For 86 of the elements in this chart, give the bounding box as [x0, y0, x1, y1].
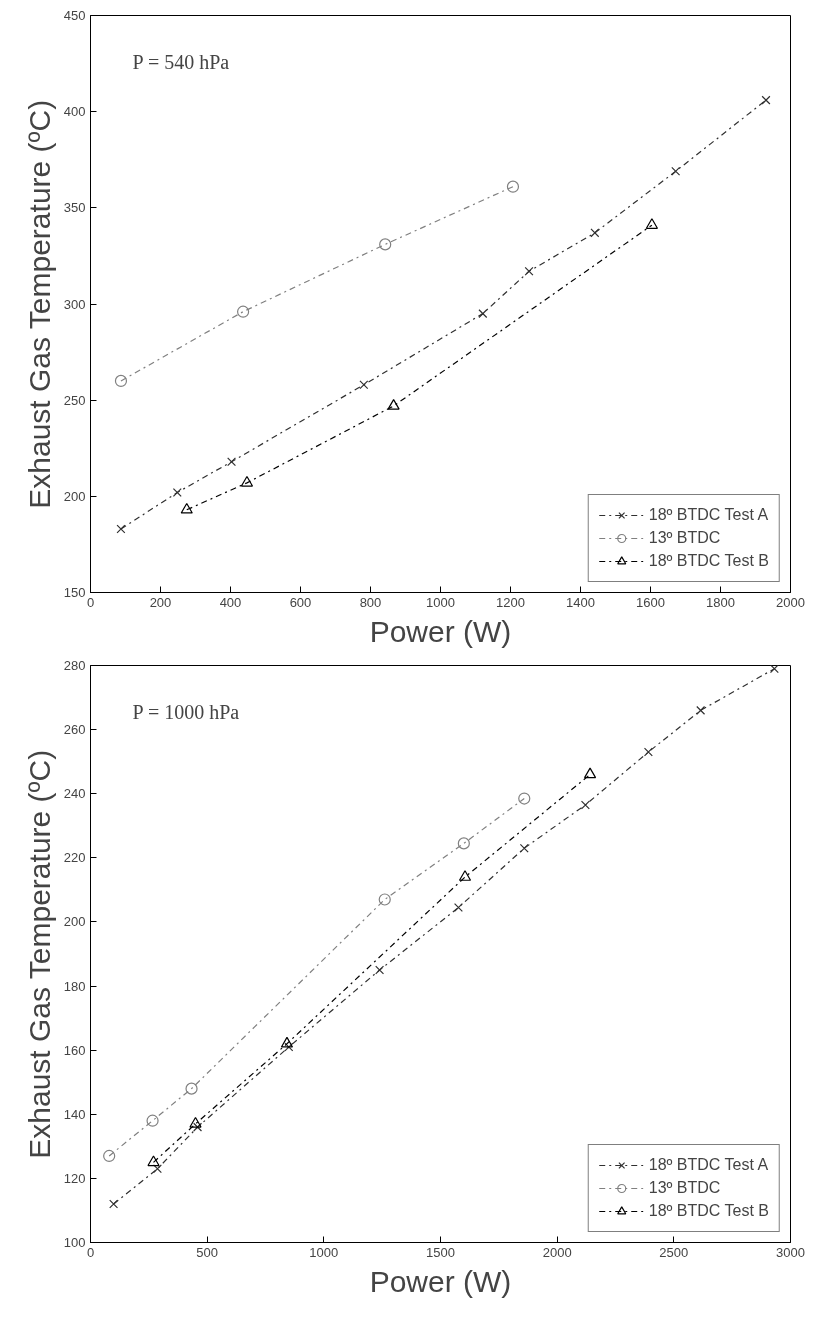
- x-tick-label: 1000: [426, 594, 455, 610]
- point: [375, 965, 385, 975]
- point: [580, 800, 590, 810]
- point: [185, 1082, 198, 1095]
- legend-label: 18º BTDC Test A: [648, 1156, 769, 1174]
- x-tick-label: 1600: [636, 594, 665, 610]
- x-tick-label: 3000: [776, 1244, 805, 1260]
- x-tick-label: 2500: [659, 1244, 689, 1260]
- point: [172, 488, 182, 497]
- point: [696, 705, 706, 715]
- legend-label: 18º BTDC Test A: [648, 506, 769, 524]
- point: [519, 843, 529, 853]
- point: [506, 180, 520, 193]
- y-tick-label: 140: [63, 1106, 86, 1122]
- point: [590, 228, 600, 238]
- x-tick-label: 400: [219, 594, 242, 610]
- y-tick-label: 450: [63, 8, 86, 23]
- point: [518, 792, 531, 805]
- point: [671, 166, 681, 176]
- y-tick-label: 250: [63, 392, 86, 408]
- x-tick-label: 1400: [566, 594, 595, 610]
- point: [280, 1036, 294, 1048]
- x-axis-title: Power (W): [369, 1264, 512, 1298]
- x-tick-label: 0: [86, 1244, 95, 1260]
- point: [359, 380, 369, 390]
- annotation: P = 1000 hPa: [132, 701, 240, 724]
- y-tick-label: 150: [63, 585, 86, 600]
- y-tick-label: 200: [63, 488, 86, 504]
- point: [761, 95, 771, 105]
- legend-label: 18º BTDC Test B: [648, 1202, 769, 1220]
- point: [109, 1199, 119, 1209]
- point: [237, 305, 250, 318]
- point: [458, 870, 472, 881]
- x-tick-label: 1800: [706, 594, 735, 610]
- point: [284, 1042, 294, 1052]
- x-tick-label: 800: [359, 594, 382, 610]
- y-tick-label: 240: [63, 786, 86, 802]
- legend-label: 18º BTDC Test B: [648, 552, 769, 570]
- point: [643, 747, 653, 757]
- point: [193, 1122, 203, 1132]
- y-axis-title: Exhaust Gas Temperature (ºC): [22, 99, 56, 509]
- point: [180, 502, 193, 514]
- y-axis-title: Exhaust Gas Temperature (ºC): [22, 749, 56, 1159]
- point: [189, 1116, 202, 1128]
- point: [379, 238, 392, 251]
- x-tick-label: 1200: [496, 594, 525, 610]
- point: [769, 665, 779, 674]
- y-tick-label: 280: [63, 658, 86, 673]
- x-tick-label: 2000: [542, 1244, 572, 1260]
- point: [114, 374, 128, 388]
- x-tick-label: 0: [86, 594, 95, 610]
- x-tick-label: 1000: [309, 1244, 339, 1260]
- x-axis-title: Power (W): [369, 614, 512, 648]
- x-tick-label: 200: [149, 594, 172, 610]
- point: [378, 893, 391, 906]
- point: [240, 475, 254, 487]
- point: [453, 903, 463, 913]
- x-tick-label: 2000: [776, 594, 805, 610]
- y-tick-label: 350: [63, 200, 86, 216]
- annotation: P = 540 hPa: [132, 51, 230, 74]
- point: [645, 218, 658, 229]
- y-tick-label: 100: [63, 1235, 86, 1250]
- y-tick-label: 120: [63, 1170, 86, 1186]
- x-tick-label: 1500: [426, 1244, 455, 1260]
- y-tick-label: 400: [63, 104, 86, 120]
- y-tick-label: 160: [63, 1042, 86, 1058]
- point: [147, 1155, 160, 1167]
- point: [227, 457, 237, 467]
- point: [583, 767, 597, 779]
- legend-label: 13º BTDC: [648, 1179, 721, 1197]
- x-tick-label: 500: [196, 1244, 219, 1260]
- x-tick-label: 600: [289, 594, 312, 610]
- point: [478, 309, 488, 319]
- point: [116, 524, 126, 534]
- point: [387, 398, 400, 410]
- y-tick-label: 200: [63, 914, 86, 930]
- y-tick-label: 300: [63, 296, 86, 312]
- y-tick-label: 220: [63, 850, 86, 866]
- point: [103, 1149, 116, 1163]
- point: [152, 1164, 162, 1174]
- point: [524, 266, 534, 276]
- y-tick-label: 260: [63, 722, 86, 738]
- point: [457, 837, 470, 850]
- y-tick-label: 180: [63, 978, 86, 994]
- point: [146, 1114, 159, 1127]
- legend-label: 13º BTDC: [648, 529, 721, 547]
